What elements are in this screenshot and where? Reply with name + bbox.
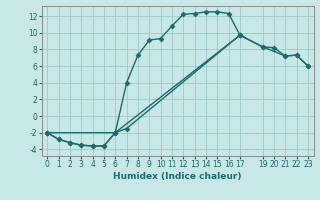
X-axis label: Humidex (Indice chaleur): Humidex (Indice chaleur)	[113, 172, 242, 181]
